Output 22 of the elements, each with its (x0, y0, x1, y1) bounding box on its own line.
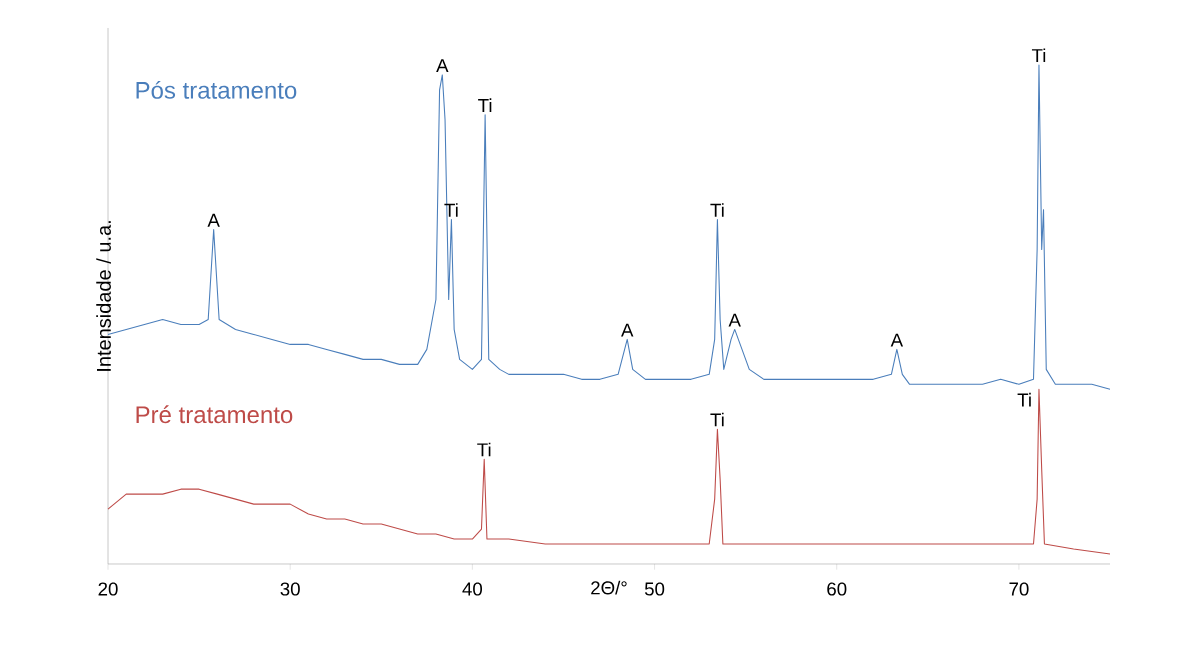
annotation: Ti (478, 98, 492, 112)
y-axis-title: Intensidade / u.a. (96, 221, 111, 371)
x-axis-title: 2Θ/° (591, 580, 627, 595)
x-tick-label: 60 (827, 582, 847, 596)
annotation: A (207, 213, 220, 227)
annotation: A (890, 333, 904, 347)
x-tick-label: 40 (462, 582, 483, 596)
x-tick-label: 50 (644, 582, 665, 596)
x-tick-label: 70 (1009, 582, 1029, 596)
annotation: A (621, 323, 634, 337)
annotation: Ti (710, 412, 724, 427)
text: Pós tratamento (136, 80, 297, 99)
x-tick-label: 30 (280, 582, 300, 596)
annotation: Ti (477, 442, 491, 457)
annotation: Ti (1031, 48, 1046, 62)
annotation: A (728, 313, 741, 327)
annotation: Ti (444, 203, 458, 217)
annotation: Ti (710, 203, 724, 217)
annotation: Ti (1017, 392, 1031, 407)
text: Pré tratamento (136, 405, 293, 424)
x-tick-label: 20 (98, 582, 118, 596)
annotation: A (436, 59, 449, 72)
